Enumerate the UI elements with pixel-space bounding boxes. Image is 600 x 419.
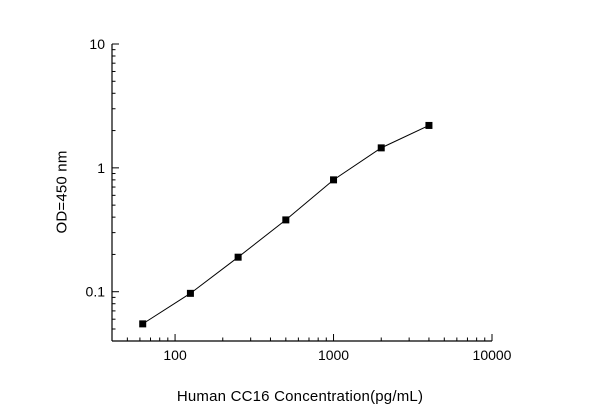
x-tick-label: 1000	[318, 347, 349, 363]
y-axis-title: OD=450 nm	[53, 150, 71, 234]
x-tick-label: 100	[163, 347, 187, 363]
y-tick-label: 1	[97, 160, 105, 176]
data-point-marker	[425, 121, 433, 129]
data-point-marker	[186, 289, 194, 297]
data-point-marker	[234, 253, 242, 261]
data-point-marker	[139, 320, 147, 328]
y-tick-label: 0.1	[86, 284, 106, 300]
data-line	[142, 124, 430, 325]
x-tick-label: 10000	[473, 347, 512, 363]
data-point-marker	[377, 144, 385, 152]
x-axis-title: Human CC16 Concentration(pg/mL)	[176, 388, 424, 405]
y-tick-label: 10	[89, 36, 105, 52]
data-point-marker	[330, 176, 338, 184]
data-point-marker	[282, 216, 290, 224]
